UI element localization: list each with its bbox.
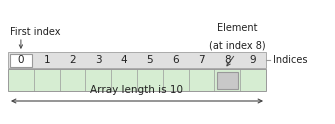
Bar [217, 72, 238, 89]
Text: (at index 8): (at index 8) [209, 40, 266, 50]
Bar [9, 53, 32, 66]
Text: First index: First index [10, 27, 61, 37]
Text: 5: 5 [147, 55, 153, 65]
Text: 2: 2 [69, 55, 76, 65]
Text: Indices: Indices [273, 55, 308, 65]
Bar [8, 52, 266, 68]
Text: Array length is 10: Array length is 10 [90, 85, 184, 95]
Text: 4: 4 [121, 55, 127, 65]
Text: Element: Element [217, 23, 258, 33]
Text: 0: 0 [18, 55, 24, 65]
Bar [8, 69, 266, 91]
Text: 8: 8 [224, 55, 230, 65]
Text: 3: 3 [95, 55, 102, 65]
Text: 1: 1 [44, 55, 50, 65]
Text: 9: 9 [250, 55, 256, 65]
Text: 6: 6 [173, 55, 179, 65]
Text: 7: 7 [198, 55, 205, 65]
